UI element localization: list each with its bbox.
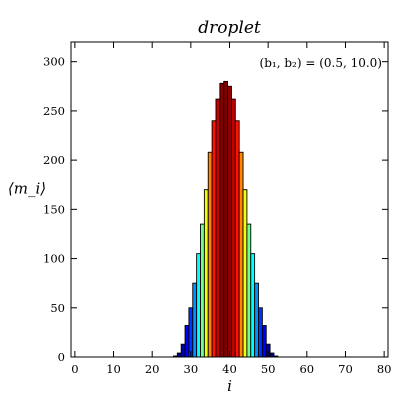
x-tick-label-70: 70	[338, 362, 353, 376]
y-tick-label-150: 150	[43, 202, 65, 216]
bar-28	[180, 343, 186, 358]
bar-37	[215, 98, 221, 358]
y-tick-label-50: 50	[50, 301, 65, 315]
x-tick-label-30: 30	[184, 362, 199, 376]
bar-31	[192, 282, 198, 358]
bar-40	[227, 85, 232, 358]
bar-42	[234, 120, 240, 358]
x-tick-label-60: 60	[299, 362, 314, 376]
ticks-group: 0 10 20 30 40 50 60 70 80 0 50 100 150 200 250 300	[43, 42, 391, 376]
bar-51	[269, 352, 275, 358]
bar-46	[250, 253, 256, 358]
parameter-annotation: (b₁, b₂) = (0.5, 10.0)	[260, 56, 382, 70]
x-axis-label: i	[227, 377, 232, 395]
bar-39	[223, 80, 229, 358]
bar-29	[184, 325, 190, 358]
bar-38	[219, 82, 225, 358]
x-tick-label-80: 80	[377, 362, 392, 376]
y-tick-label-0: 0	[58, 350, 65, 364]
y-tick-label-200: 200	[43, 153, 65, 167]
bar-43	[238, 151, 244, 358]
bar-33	[200, 223, 205, 358]
bar-34	[203, 189, 209, 358]
x-tick-label-20: 20	[145, 362, 160, 376]
y-tick-label-100: 100	[43, 252, 65, 266]
y-tick-label-250: 250	[43, 104, 65, 118]
bar-27	[176, 352, 182, 358]
bar-44	[242, 189, 248, 358]
bar-47	[254, 282, 259, 358]
bar-35	[207, 151, 213, 358]
bar-30	[188, 307, 194, 358]
bar-45	[246, 223, 252, 358]
x-tick-label-40: 40	[222, 362, 237, 376]
bar-32	[196, 253, 201, 358]
bar-41	[230, 98, 236, 358]
bar-36	[211, 120, 217, 358]
x-tick-label-0: 0	[71, 362, 78, 376]
bar-49	[261, 325, 267, 358]
bar-48	[258, 307, 263, 358]
x-tick-label-10: 10	[106, 362, 121, 376]
x-tick-label-50: 50	[261, 362, 276, 376]
chart-title: droplet	[198, 18, 261, 38]
y-tick-label-300: 300	[43, 55, 65, 69]
bars-group	[172, 80, 279, 358]
y-axis-label: ⟨m_i⟩	[8, 180, 46, 198]
